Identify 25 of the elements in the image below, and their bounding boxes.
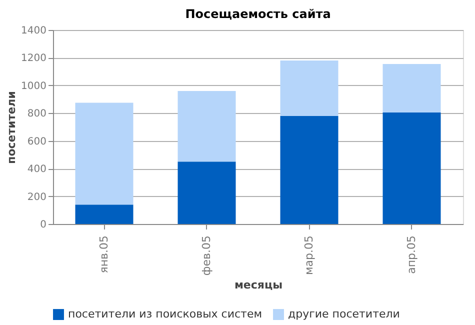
y-tick-label: 1000 [21, 80, 46, 92]
y-tick-label: 0 [40, 220, 46, 230]
legend-label: посетители из поисковых систем [68, 308, 262, 321]
y-tick-label: 800 [27, 108, 46, 120]
x-tick-label: апр.05 [404, 236, 418, 274]
x-tick-label: фев.05 [200, 236, 213, 276]
bar [280, 116, 338, 224]
y-axis-title: посетители [5, 91, 18, 164]
bar [382, 112, 441, 224]
legend-label: другие посетители [288, 308, 400, 321]
x-tick-label: янв.05 [97, 236, 110, 274]
y-tick-label: 200 [27, 192, 46, 203]
y-tick-label: 600 [27, 136, 46, 148]
bar [75, 102, 134, 205]
y-tick-label: 1400 [21, 26, 46, 36]
x-tick-label: мар.05 [302, 236, 316, 276]
bar [280, 60, 338, 116]
bar [75, 204, 134, 224]
bar [382, 64, 441, 112]
chart-title: Посещаемость сайта [185, 7, 331, 21]
x-axis-title: месяцы [234, 278, 283, 292]
y-tick-label: 1200 [21, 53, 46, 64]
y-tick-label: 400 [27, 164, 46, 176]
bar [178, 90, 236, 162]
bar [178, 162, 236, 224]
